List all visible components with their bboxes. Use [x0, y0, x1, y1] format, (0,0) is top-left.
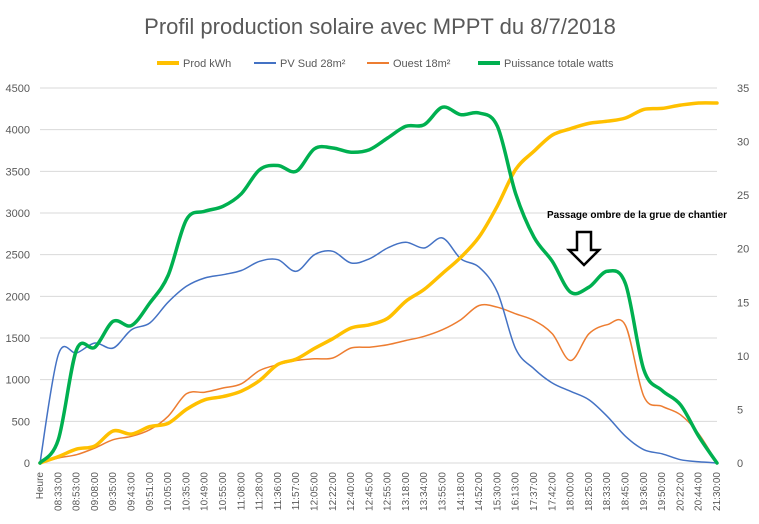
legend-entry: PV Sud 28m²: [254, 58, 346, 70]
x-tick-label: 14:18:00: [456, 472, 467, 511]
x-tick-label: 12:45:00: [364, 472, 375, 511]
y2-tick-label: 20: [737, 244, 749, 256]
x-tick-label: 08:33:00: [53, 472, 64, 511]
y-tick-label: 4500: [6, 83, 30, 95]
series-lines: [38, 101, 719, 465]
series-line-puissance-totale-watts: [38, 105, 719, 465]
x-tick-label: 18:25:00: [584, 472, 595, 511]
x-tick-label: 13:34:00: [419, 472, 430, 511]
x-tick-label: 11:28:00: [255, 472, 266, 511]
x-tick-label: 18:00:00: [566, 472, 577, 511]
y2-tick-label: 30: [737, 137, 749, 149]
legend-entry: Prod kWh: [157, 58, 231, 70]
axes: 0 500 1000 1500 2000 2500 3000 3500 4000 4500 0 5 10…: [6, 83, 750, 511]
y2-tick-label: 10: [737, 351, 749, 363]
x-tick-label: 11:08:00: [236, 472, 247, 511]
y-tick-label: 2000: [6, 291, 30, 303]
x-tick-label: 12:05:00: [309, 472, 320, 511]
x-tick-label: 21:30:00: [712, 472, 723, 511]
x-tick-label: 10:49:00: [200, 472, 211, 511]
x-tick-label: 12:40:00: [346, 472, 357, 511]
y-tick-label: 4000: [6, 125, 30, 137]
y2-tick-label: 15: [737, 297, 749, 309]
y-tick-label: 3000: [6, 208, 30, 220]
x-tick-label: 13:18:00: [401, 472, 412, 511]
x-tick-label: 09:35:00: [108, 472, 119, 511]
x-tick-label: 11:36:00: [273, 472, 284, 511]
x-tick-label: 09:08:00: [90, 472, 101, 511]
x-tick-label: 08:53:00: [72, 472, 83, 511]
legend-label: PV Sud 28m²: [280, 58, 346, 70]
annotation-arrow: [565, 230, 603, 267]
x-tick-label: 13:55:00: [438, 472, 449, 511]
annotations: Passage ombre de la grue de chantier: [547, 210, 727, 267]
legend-label: Puissance totale watts: [504, 58, 614, 70]
x-tick-label: 15:30:00: [492, 472, 503, 511]
legend-label: Ouest 18m²: [393, 58, 451, 70]
legend-entry: Ouest 18m²: [367, 58, 451, 70]
y-tick-label: 0: [24, 458, 30, 470]
legend-entry: Puissance totale watts: [478, 58, 614, 70]
x-tick-label: 11:57:00: [291, 472, 302, 511]
x-tick-label: 09:51:00: [145, 472, 156, 511]
series-line-pv-sud-28m: [39, 237, 718, 464]
x-tick-label: 12:22:00: [328, 472, 339, 511]
y-tick-label: 3500: [6, 166, 30, 178]
y2-tick-label: 5: [737, 404, 743, 416]
y2-tick-label: 0: [737, 458, 743, 470]
x-tick-label: 17:37:00: [529, 472, 540, 511]
legend-label: Prod kWh: [183, 58, 231, 70]
x-tick-label: 20:44:00: [694, 472, 705, 511]
x-tick-label: 10:55:00: [218, 472, 229, 511]
x-tick-label: Heure: [35, 472, 46, 500]
y-tick-label: 500: [12, 416, 30, 428]
series-line-ouest-18m: [39, 303, 718, 464]
x-tick-label: 18:33:00: [602, 472, 613, 511]
x-tick-label: 17:42:00: [547, 472, 558, 511]
annotation-text: Passage ombre de la grue de chantier: [547, 210, 727, 221]
x-tick-label: 20:22:00: [675, 472, 686, 511]
x-tick-label: 19:36:00: [639, 472, 650, 511]
x-tick-label: 18:45:00: [621, 472, 632, 511]
y2-tick-label: 35: [737, 83, 749, 95]
x-tick-label: 12:55:00: [383, 472, 394, 511]
y2-tick-label: 25: [737, 190, 749, 202]
y-tick-label: 1000: [6, 375, 30, 387]
x-tick-label: 16:13:00: [511, 472, 522, 511]
legend: Prod kWh PV Sud 28m² Ouest 18m² Puissance t…: [157, 58, 614, 70]
y-tick-label: 2500: [6, 250, 30, 262]
series-line-prod-kwh: [38, 101, 719, 465]
x-tick-label: 10:05:00: [163, 472, 174, 511]
x-tick-label: 09:43:00: [126, 472, 137, 511]
y-tick-label: 1500: [6, 333, 30, 345]
x-tick-label: 10:35:00: [181, 472, 192, 511]
x-tick-label: 19:50:00: [657, 472, 668, 511]
gridlines: [40, 87, 717, 464]
chart-title: Profil production solaire avec MPPT du 8…: [144, 14, 616, 39]
x-tick-label: 14:52:00: [474, 472, 485, 511]
